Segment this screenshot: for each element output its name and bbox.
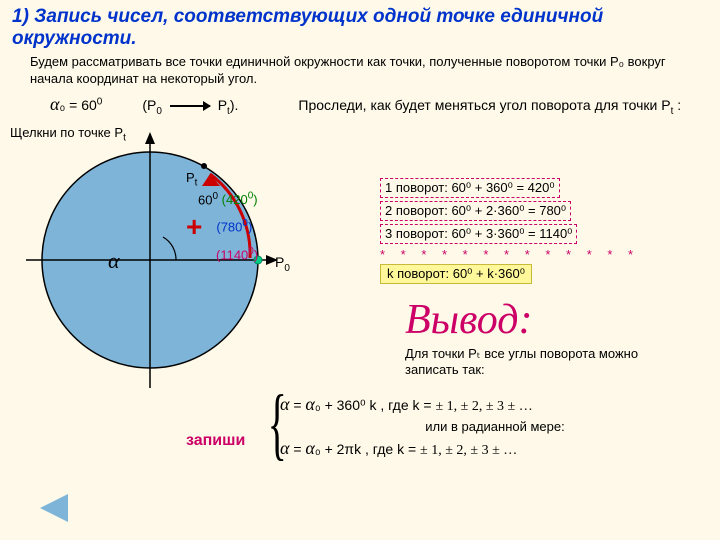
write-label: запиши — [186, 432, 245, 450]
intro-text: Будем рассматривать все точки единичной … — [0, 52, 720, 92]
p0-axis-label: P0 — [275, 254, 290, 274]
alpha0-eq: ₀ = 60 — [59, 97, 96, 113]
alpha-on-diagram: α — [108, 248, 120, 274]
deg-sup: 0 — [97, 96, 103, 107]
track-text: Проследи, как будет меняться угол поворо… — [298, 97, 681, 117]
prev-nav-icon[interactable] — [40, 494, 68, 522]
p0-sub: 0 — [156, 106, 162, 117]
p0-open: (P — [142, 97, 156, 113]
rotation-1: 1 поворот: 60⁰ + 360⁰ = 420⁰ — [380, 178, 560, 198]
rotation-3: 3 поворот: 60⁰ + 3·360⁰ = 1140⁰ — [380, 224, 577, 244]
rotation-2: 2 поворот: 60⁰ + 2·360⁰ = 780⁰ — [380, 201, 571, 221]
conclusion-text: Для точки Pₜ все углы поворота можно зап… — [405, 346, 695, 377]
rotation-list: 1 поворот: 60⁰ + 360⁰ = 420⁰ 2 поворот: … — [380, 178, 700, 287]
ellipsis-stars: * * * * * * * * * * * * * — [380, 247, 700, 262]
pt-close: ). — [230, 97, 239, 113]
rotation-k: k поворот: 60⁰ + k·360⁰ — [380, 264, 532, 284]
definition-row: α₀ = 600 (P0 Pt). Проследи, как будет ме… — [0, 92, 720, 119]
or-radian: или в радианной мере: — [280, 419, 710, 434]
arrow-icon — [170, 105, 210, 107]
conclusion-heading: Вывод: — [405, 296, 532, 344]
pt-angle-labels: Pt 600 (4200) + (7800) (11400) — [186, 170, 258, 264]
plus-icon: + — [186, 209, 202, 245]
pt-label: P — [218, 97, 227, 113]
formula-block: α = α₀ + 360⁰ k , где k = ± 1, ± 2, ± 3 … — [280, 394, 710, 463]
slide-title: 1) Запись чисел, соответствующих одной т… — [0, 0, 720, 52]
